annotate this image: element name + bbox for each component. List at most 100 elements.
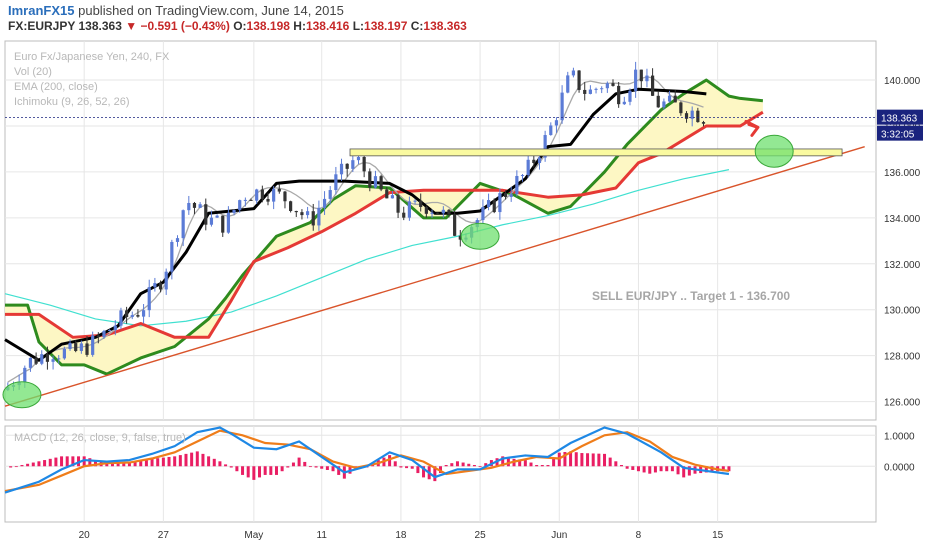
candle-body [339, 163, 344, 175]
candle-body [153, 283, 157, 288]
candle-body [549, 125, 553, 136]
legend-macd[interactable]: MACD (12, 26, close, 9, false, true) [14, 432, 186, 444]
macd-histogram-bar [116, 463, 120, 467]
user-drawings [2, 117, 876, 409]
macd-histogram-bar [274, 466, 278, 475]
candle-body [481, 206, 485, 221]
candle-body [158, 283, 163, 290]
publish-text: published on TradingView.com, June 14, 2… [78, 3, 344, 18]
legend-symbol[interactable]: Euro Fx/Japanese Yen, 240, FX [14, 51, 170, 63]
macd-histogram-bar [331, 466, 335, 472]
macd-histogram-bar [574, 452, 578, 467]
candle-body [147, 287, 151, 311]
macd-histogram-bar [9, 466, 13, 468]
macd-histogram-bar [546, 465, 550, 467]
macd-histogram-bar [444, 465, 448, 467]
price-axis-label: 126.000 [884, 398, 921, 409]
macd-histogram-bar [229, 466, 233, 468]
highlight-circle[interactable] [754, 134, 794, 168]
macd-histogram-bar [501, 456, 505, 467]
symbol[interactable]: FX:EURJPY [8, 19, 76, 33]
candle-body [486, 200, 491, 207]
macd-histogram-bar [320, 466, 324, 469]
candle-body [605, 83, 609, 89]
macd-histogram-bar [642, 466, 646, 473]
macd-histogram-bar [224, 464, 228, 467]
candle-body [526, 159, 530, 176]
macd-histogram-bar [150, 458, 154, 467]
candle-body [164, 271, 168, 290]
highlight-circle[interactable] [460, 222, 500, 250]
candle-body [402, 212, 406, 218]
macd-histogram-bar [625, 466, 629, 469]
candle-body [571, 70, 576, 76]
macd-histogram-bar [93, 460, 97, 467]
macd-histogram-bar [631, 466, 635, 470]
macd-histogram-bar [173, 456, 177, 467]
candle-body [611, 83, 615, 86]
candle-body [198, 204, 202, 208]
resistance-zone[interactable] [349, 148, 843, 157]
candle-body [23, 367, 27, 382]
candle-body [283, 191, 287, 202]
candle-body [554, 120, 559, 126]
candle-body [260, 189, 264, 199]
candle-body [215, 215, 219, 218]
author-link[interactable]: ImranFX15 [8, 3, 75, 18]
macd-histogram-bar [144, 459, 148, 467]
macd-histogram-bar [727, 466, 731, 472]
highlight-circle[interactable] [2, 381, 42, 409]
macd-histogram-bar [676, 466, 680, 475]
macd-histogram-bar [105, 463, 109, 467]
candle-body [690, 110, 694, 119]
candle-body [515, 175, 519, 195]
candle-body [537, 157, 542, 163]
candle-body [311, 211, 315, 226]
candle-body [79, 343, 83, 351]
macd-histogram-bar [43, 460, 47, 467]
price-axes: 126.000 128.000 130.000 132.000 134.000 136.0… [79, 76, 923, 541]
macd-histogram-bar [269, 466, 273, 475]
price-axis-label: 132.000 [884, 260, 921, 271]
candle-body [458, 235, 462, 240]
candle-body [373, 176, 378, 188]
macd-histogram-bar [291, 462, 295, 467]
last-price-label: 138.363 [881, 114, 918, 125]
macd-histogram-bar [653, 466, 657, 473]
macd-histogram-bar [161, 457, 165, 467]
candle-body [62, 348, 66, 359]
candle-body [221, 215, 225, 233]
sell-arrow-icon[interactable] [744, 119, 760, 137]
last-price-badge [877, 109, 923, 125]
macd-histogram-bar [597, 453, 601, 467]
macd-histogram-bar [416, 466, 420, 474]
macd-histogram-bar [303, 461, 307, 467]
low-value: 138.197 [364, 19, 408, 33]
macd-histogram-bar [195, 451, 199, 467]
legend-ichimoku[interactable]: Ichimoku (9, 26, 52, 26) [14, 96, 130, 108]
macd-histogram-bar [241, 466, 245, 475]
legend-ema[interactable]: EMA (200, close) [14, 81, 98, 93]
macd-axis-label: 1.0000 [884, 431, 915, 442]
macd-histogram-bar [122, 462, 126, 467]
chart-canvas[interactable]: 126.000 128.000 130.000 132.000 134.000 136.0… [0, 38, 932, 550]
senkou-a-line [5, 110, 764, 339]
price-axis-label: 128.000 [884, 352, 921, 363]
candle-body [96, 335, 100, 338]
macd-histogram-bar [207, 456, 211, 467]
sell-annotation[interactable]: SELL EUR/JPY .. Target 1 - 136.700 [592, 289, 790, 303]
candle-body [113, 325, 117, 331]
candle-body [424, 206, 428, 214]
macd-histogram-bar [37, 461, 41, 467]
macd-histogram-bar [54, 457, 58, 467]
tenkan-line [7, 76, 704, 383]
macd-histogram-bar [614, 461, 618, 467]
legend-vol[interactable]: Vol (20) [14, 66, 52, 78]
candle-body [322, 198, 327, 208]
macd-histogram-bar [603, 453, 607, 467]
candle-body [68, 343, 72, 349]
time-axis-label: May [244, 530, 263, 541]
macd-histogram-bar [325, 466, 329, 470]
candle-body [662, 101, 666, 108]
candle-body [628, 90, 632, 102]
